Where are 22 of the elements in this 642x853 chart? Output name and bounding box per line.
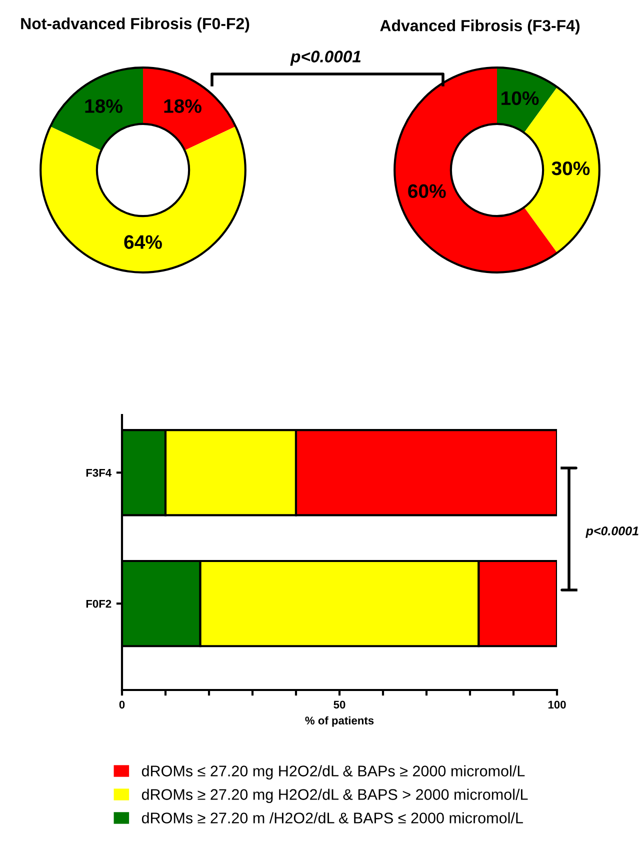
donut-slice — [40, 126, 246, 272]
data-label: 18% — [164, 99, 202, 113]
text: p<0.0001 — [586, 526, 638, 538]
y-tick-label: F0F2 — [86, 600, 112, 608]
chart-title: Advanced Fibrosis (F3-F4) — [380, 20, 580, 34]
x-tick-label: 50 — [334, 700, 346, 709]
donut-slice — [50, 68, 143, 150]
legend-label: dROMs ≤ 27.20 mg H2O2/dL & BAPs ≥ 2000 micromol/L — [142, 765, 525, 780]
data-label: 64% — [124, 235, 162, 249]
legend-label: dROMs ≥ 27.20 mg H2O2/dL & BAPS > 2000 micromol/L — [142, 788, 528, 803]
chart-title: Not-advanced Fibrosis (F0-F2) — [21, 18, 250, 32]
text: p<0.0001 — [290, 50, 361, 66]
donut-slice — [143, 68, 236, 150]
x-tick-label: 0 — [119, 700, 125, 709]
data-label: 18% — [85, 99, 122, 113]
data-label: 60% — [408, 184, 446, 198]
data-label: 30% — [552, 161, 590, 176]
y-tick-label: F3F4 — [86, 468, 112, 477]
data-label: 10% — [502, 91, 539, 106]
x-axis-title: % of patients — [305, 716, 374, 727]
x-tick-label: 100 — [548, 700, 566, 709]
legend-label: dROMs ≥ 27.20 m /H2O2/dL & BAPS ≤ 2000 micromol/L — [142, 812, 523, 824]
